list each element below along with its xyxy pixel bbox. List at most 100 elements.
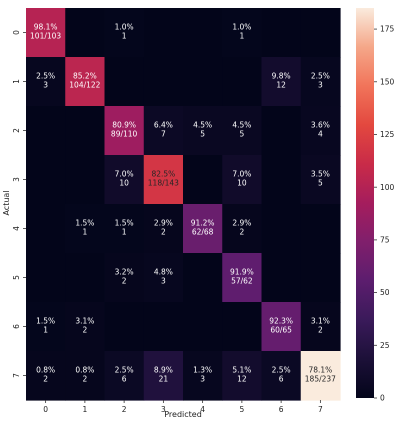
x-tick-label: 1 [82, 405, 87, 414]
cell-annotation: 98.1% 101/103 [30, 23, 61, 41]
heatmap-cell [26, 8, 66, 58]
cell-annotation: 91.9% 57/62 [230, 268, 254, 286]
cell-annotation: 0.8% 2 [36, 366, 55, 384]
cell-annotation: 82.5% 118/143 [148, 170, 179, 188]
cell-annotation: 1.5% 1 [36, 317, 55, 335]
cell-annotation: 92.3% 60/65 [269, 317, 293, 335]
cell-annotation: 78.1% 185/237 [305, 366, 336, 384]
heatmap-cell [104, 106, 145, 156]
heatmap-cell [26, 351, 66, 401]
cell-annotation: 91.2% 62/68 [191, 219, 215, 237]
heatmap-cell [261, 204, 302, 254]
heatmap-cell [183, 204, 223, 254]
cell-annotation: 85.2% 104/122 [69, 72, 100, 90]
y-axis-title: Actual [2, 190, 11, 215]
cell-annotation: 1.3% 3 [193, 366, 212, 384]
heatmap-cell [104, 204, 145, 254]
heatmap-cell [261, 8, 302, 58]
colorbar-gradient [356, 8, 374, 398]
heatmap-cell [300, 106, 341, 156]
heatmap-cell [261, 106, 302, 156]
cell-annotation: 3.6% 4 [311, 121, 330, 139]
y-tick-label: 5 [12, 275, 21, 280]
x-tick-label: 3 [161, 405, 166, 414]
y-tick-label: 3 [12, 177, 21, 182]
heatmap-cell [222, 351, 263, 401]
heatmap-cell [300, 204, 341, 254]
y-tick-label: 7 [12, 373, 21, 378]
colorbar-tick-label: 0 [380, 394, 385, 403]
cell-annotation: 0.8% 2 [75, 366, 94, 384]
heatmap-cell [104, 155, 145, 205]
heatmap-cell [222, 155, 263, 205]
heatmap-cell [183, 106, 223, 156]
colorbar-tick-label: 175 [380, 25, 395, 34]
cell-annotation: 7.0% 10 [232, 170, 251, 188]
x-tick-label: 6 [279, 405, 284, 414]
colorbar-tick-label: 100 [380, 183, 395, 192]
heatmap-cell [143, 351, 184, 401]
x-tick-label: 2 [122, 405, 127, 414]
y-tick-label: 1 [12, 79, 21, 84]
heatmap-cell [222, 204, 263, 254]
heatmap-cell [65, 57, 106, 107]
y-tick-label: 0 [12, 30, 21, 35]
heatmap-cell [222, 106, 263, 156]
heatmap-cell [261, 57, 302, 107]
y-tick-label: 2 [12, 128, 21, 133]
heatmap-cell [143, 155, 184, 205]
x-tick-label: 7 [318, 405, 323, 414]
heatmap-cell [183, 155, 223, 205]
cell-annotation: 8.9% 21 [154, 366, 173, 384]
heatmap-cell [183, 57, 223, 107]
heatmap-cell [183, 8, 223, 58]
cell-annotation: 3.2% 2 [115, 268, 134, 286]
heatmap-cell [143, 8, 184, 58]
cell-annotation: 3.5% 5 [311, 170, 330, 188]
cell-annotation: 2.5% 6 [115, 366, 134, 384]
heatmap-cell [300, 57, 341, 107]
heatmap-cell [300, 253, 341, 303]
cell-annotations: 98.1% 101/103 1.0% 1 1.0% 1 2.5% 3 85.2% 104/122 9… [30, 23, 336, 384]
cell-annotation: 1.5% 1 [75, 219, 94, 237]
cell-annotation: 80.9% 89/110 [111, 121, 138, 139]
heatmap-cell [26, 57, 66, 107]
cell-annotation: 1.5% 1 [115, 219, 134, 237]
heatmap-cell [65, 351, 106, 401]
heatmap-cell [104, 8, 145, 58]
heatmap-cell [104, 57, 145, 107]
y-tick-label: 6 [12, 324, 21, 329]
heatmap-cell [143, 106, 184, 156]
heatmap-cell [26, 302, 66, 352]
heatmap-cell [222, 57, 263, 107]
cell-annotation: 9.8% 12 [272, 72, 291, 90]
heatmap-cell [222, 8, 263, 58]
heatmap-cell [300, 8, 341, 58]
cell-annotation: 1.0% 1 [115, 23, 134, 41]
cell-annotation: 2.9% 2 [154, 219, 173, 237]
heatmap-cell [143, 204, 184, 254]
colorbar: 0 25 50 75 100 125 150 175 [356, 8, 395, 403]
colorbar-tick-label: 150 [380, 77, 395, 86]
heatmap-cell [222, 253, 263, 303]
heatmap-cell [222, 302, 263, 352]
heatmap-cell [183, 351, 223, 401]
heatmap-cell [104, 253, 145, 303]
heatmap-cell [65, 253, 106, 303]
cell-annotation: 2.5% 3 [36, 72, 55, 90]
x-axis: 0 1 2 3 4 5 6 7 [43, 400, 323, 414]
heatmap-cell [143, 302, 184, 352]
heatmap-cell [183, 253, 223, 303]
x-tick-label: 0 [43, 405, 48, 414]
heatmap-cell [143, 57, 184, 107]
colorbar-tick-label: 75 [380, 235, 390, 244]
y-axis: 0 1 2 3 4 5 6 7 [12, 30, 26, 378]
heatmap-cell [26, 204, 66, 254]
cell-annotation: 1.0% 1 [232, 23, 251, 41]
heatmap-cell [261, 253, 302, 303]
cell-annotation: 6.4% 7 [154, 121, 173, 139]
y-tick-label: 4 [12, 226, 21, 231]
heatmap-cell [300, 302, 341, 352]
cell-annotation: 2.9% 2 [232, 219, 251, 237]
